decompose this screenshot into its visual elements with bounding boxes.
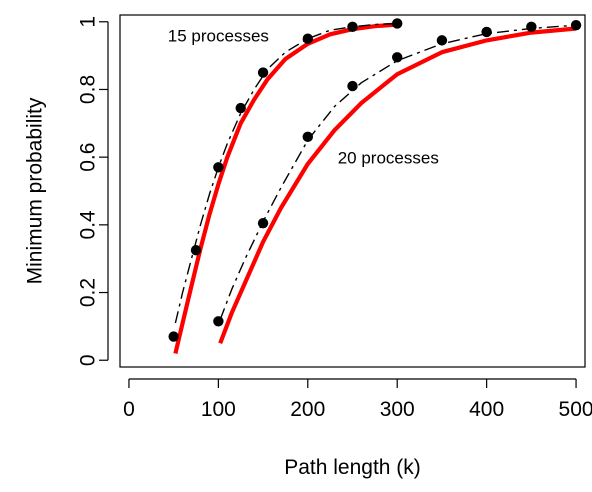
annotation-15-processes: 15 processes [168, 26, 269, 45]
y-tick-label: 1 [77, 16, 100, 28]
data-point [347, 21, 358, 33]
data-point [570, 19, 582, 31]
data-point [392, 52, 403, 63]
dashed-curve-group-2 [219, 24, 577, 320]
y-axis: 0 0.2 0.4 0.6 0.8 1 [77, 16, 109, 366]
solid-curve-group-1 [173, 22, 398, 354]
y-tick-label: 0.2 [77, 278, 100, 307]
x-tick-label: 100 [201, 398, 236, 421]
y-tick-label: 0 [77, 354, 100, 366]
x-axis: 0 100 200 300 400 500 [123, 378, 592, 421]
annotation-20-processes: 20 processes [338, 148, 439, 167]
y-tick-label: 0.6 [77, 143, 100, 172]
data-point [235, 102, 246, 114]
x-tick-label: 300 [380, 398, 415, 421]
data-point [213, 316, 224, 327]
data-point [168, 331, 179, 342]
data-point [347, 80, 358, 92]
x-axis-title: Path length (k) [284, 456, 421, 479]
data-point [481, 26, 492, 38]
plot-box [119, 14, 586, 368]
x-tick-label: 200 [290, 398, 325, 421]
series-layer [173, 22, 577, 354]
data-point [392, 18, 403, 29]
data-point [257, 217, 269, 229]
data-point [257, 67, 269, 78]
data-point [213, 162, 224, 173]
y-axis-title: Minimum probability [24, 97, 47, 284]
x-tick-label: 400 [469, 398, 504, 421]
points-layer [168, 18, 582, 342]
dashed-curve-group-1 [174, 22, 398, 324]
data-point [190, 245, 202, 256]
x-tick-label: 500 [559, 398, 592, 421]
solid-curve-group-2 [218, 26, 577, 345]
data-point [436, 35, 448, 46]
data-point [302, 131, 313, 143]
y-tick-label: 0.4 [77, 210, 100, 240]
data-point [302, 33, 313, 44]
x-tick-label: 0 [123, 398, 135, 421]
data-point [526, 21, 537, 33]
y-tick-label: 0.8 [77, 75, 100, 104]
